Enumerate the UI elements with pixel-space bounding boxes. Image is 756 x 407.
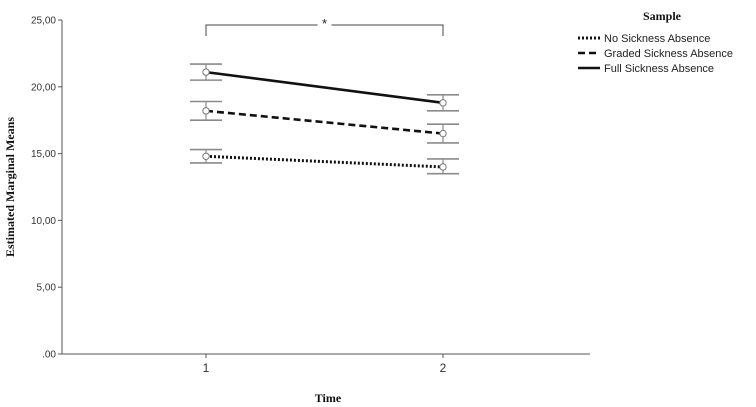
y-axis-title: Estimated Marginal Means [3,117,17,257]
series-group [190,63,459,175]
series-graded-sickness-absence [190,100,459,144]
series-full-sickness-absence [190,63,459,112]
legend: No Sickness Absence Graded Sickness Absen… [578,33,733,75]
data-point [439,129,447,138]
data-point [202,107,210,115]
y-tick-label: 10,00 [31,216,56,227]
legend-label: No Sickness Absence [604,33,710,45]
significance-bracket [205,23,444,36]
y-tick-label: 25,00 [31,16,56,27]
x-tick-label: 2 [440,361,447,375]
axes [61,20,590,355]
legend-title: Sample [643,9,682,23]
significance-label: * [322,16,327,31]
y-tick-label: .00 [42,350,56,361]
series-no-sickness-absence [190,148,459,175]
x-tick-label: 1 [203,361,210,375]
data-point [202,152,210,160]
y-ticks: .00 5,00 10,00 15,00 20,00 25,00 [31,16,62,361]
series-line [205,70,444,105]
data-point [439,99,447,107]
y-tick-label: 15,00 [31,149,56,160]
series-line [205,154,444,169]
legend-label: Graded Sickness Absence [604,48,733,60]
y-tick-label: 20,00 [31,82,56,93]
series-line [205,109,444,135]
legend-label: Full Sickness Absence [604,63,714,75]
data-point [439,163,447,171]
bracket-gap [317,23,332,27]
y-tick-label: 5,00 [37,283,57,294]
x-axis-title: Time [315,391,342,405]
data-point [202,68,210,76]
